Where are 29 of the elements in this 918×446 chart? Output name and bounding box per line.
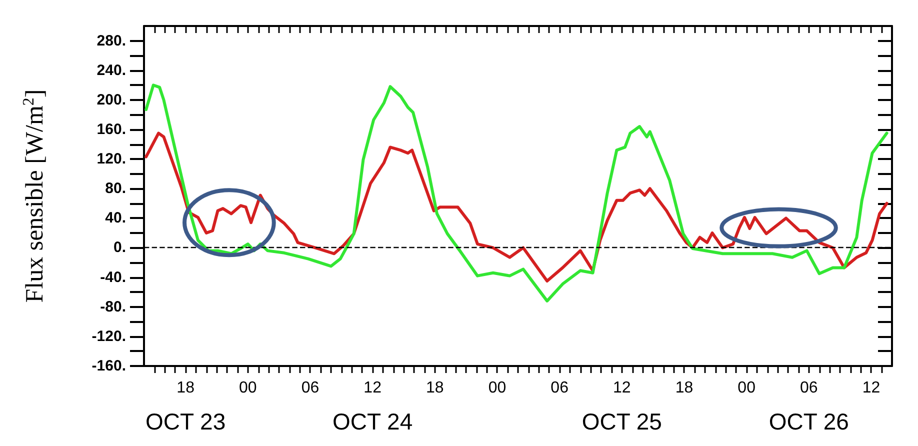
x-tick-label: 12 (862, 380, 880, 396)
x2-tick-label: OCT 26 (768, 408, 849, 434)
x-tick-label: 06 (550, 380, 569, 396)
x-tick-label: 00 (238, 380, 257, 396)
y-tick-label: -40. (100, 268, 126, 286)
y-tick-label: -120. (92, 328, 126, 345)
x-tick-label: 18 (426, 380, 444, 396)
x-tick-label: 18 (176, 380, 195, 396)
y-tick-label: -160. (92, 358, 126, 374)
x2-tick-label: OCT 23 (146, 408, 226, 434)
y-tick-label: 0. (113, 239, 126, 256)
y-tick-label: 120. (96, 150, 126, 168)
x-tick-label: 12 (364, 380, 382, 396)
x-tick-label: 06 (800, 380, 818, 396)
x-tick-label: 00 (738, 380, 756, 396)
y-tick-label: 160. (96, 120, 126, 138)
x-tick-label: 18 (675, 380, 694, 396)
y-tick-label: 40. (105, 210, 126, 227)
x-tick-label: 12 (612, 380, 631, 396)
y-tick-label: 280. (96, 32, 126, 50)
x-tick-label: 00 (488, 380, 506, 396)
y-tick-label: 240. (96, 62, 126, 79)
y-axis-title: Flux sensible [W/m2] (20, 89, 48, 303)
y-tick-label: 200. (96, 91, 126, 108)
x-tick-label: 06 (301, 380, 320, 396)
x2-tick-label: OCT 24 (332, 408, 413, 434)
y-tick-label: -80. (100, 298, 126, 316)
y-tick-label: 80. (105, 180, 126, 198)
x2-tick-label: OCT 25 (582, 408, 662, 434)
